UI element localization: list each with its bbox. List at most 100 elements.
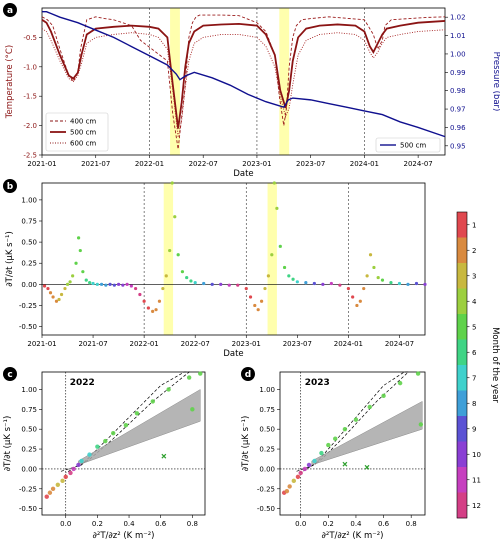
data-point: [88, 281, 92, 285]
uncertainty-band: [311, 400, 423, 466]
x-tick-label: 2022-07: [189, 160, 218, 168]
y-tick-label: -0.5: [23, 34, 37, 42]
x-tick-label: 0.6: [378, 520, 390, 528]
data-point: [284, 488, 290, 494]
x-tick-label: 2021-07: [81, 160, 110, 168]
data-point: [60, 478, 65, 484]
data-point: [71, 274, 75, 278]
y-tick-label: -0.25: [19, 302, 37, 310]
x-tick-label: 0.6: [155, 520, 167, 528]
data-point: [329, 281, 333, 286]
data-point: [418, 422, 424, 427]
data-point: [79, 458, 84, 464]
data-point: [236, 283, 240, 287]
legend-label: 400 cm: [70, 118, 96, 126]
x-tick-label: 2023-01: [242, 160, 271, 168]
panel-title: 2023: [305, 378, 330, 388]
x-tick-label: 2024-07: [385, 340, 414, 348]
colorbar-tick-label: 10: [472, 451, 481, 459]
y-tick-label: 1.00: [21, 386, 37, 394]
data-point: [362, 286, 366, 291]
data-point: [389, 281, 393, 285]
data-point: [380, 278, 385, 282]
data-point: [227, 283, 231, 287]
x-tick-label: 2021-01: [27, 340, 56, 348]
data-point: [186, 375, 192, 380]
data-point: [248, 295, 253, 299]
x-tick-label: 0.2: [92, 520, 103, 528]
y-tick-label: 1.00: [21, 196, 37, 204]
data-point: [121, 283, 125, 287]
y-axis-label: ∂T/∂t (µK s⁻¹): [3, 416, 13, 472]
data-point: [63, 286, 67, 291]
panel-label-badge: [3, 3, 17, 17]
y-tick-label: 0.75: [259, 406, 275, 414]
data-point: [146, 306, 150, 310]
data-point: [51, 295, 55, 299]
plot-frame: [41, 182, 426, 336]
highlight-band: [279, 8, 290, 155]
data-point: [134, 411, 140, 416]
data-point: [157, 299, 162, 303]
data-point: [99, 282, 104, 286]
data-point: [365, 274, 369, 278]
y-tick-label: -0.50: [19, 505, 37, 513]
panel-label: d: [245, 370, 251, 380]
legend-box: [45, 112, 109, 152]
data-point: [272, 181, 276, 185]
data-point: [76, 462, 81, 468]
x-tick-label: 0.4: [123, 520, 135, 528]
y-axis-label: ∂T/∂t (µK s⁻¹): [241, 416, 251, 472]
data-point: [321, 282, 325, 286]
data-point: [50, 486, 56, 491]
data-point: [282, 265, 287, 270]
series-line: [42, 10, 446, 138]
data-point: [415, 371, 421, 376]
data-point: [259, 299, 264, 303]
data-point: [287, 274, 291, 278]
data-point: [123, 423, 129, 428]
data-point: [134, 286, 138, 291]
x-tick-label: 2023-01: [232, 340, 261, 348]
x-tick-label: 2024-01: [350, 160, 379, 168]
data-point: [278, 244, 282, 248]
data-point: [91, 281, 95, 286]
y2-tick-label: 0.98: [450, 87, 466, 95]
data-point: [95, 444, 100, 449]
data-point: [266, 274, 270, 278]
panel-c: 0.0 0.2 0.4 0.6 0.8 ∂²T/∂z² (K m⁻²) -0.50 -0.25…: [3, 367, 206, 541]
colorbar-cell: [457, 441, 467, 468]
colorbar-tick-label: 5: [472, 323, 476, 331]
legend-label: 500 cm: [400, 142, 426, 150]
cross-marker: [342, 461, 348, 467]
data-point: [42, 284, 47, 288]
data-point: [84, 278, 88, 282]
series-line: [41, 14, 446, 150]
colorbar-cell: [457, 263, 467, 289]
data-point: [54, 299, 59, 303]
y-tick-label: 0.25: [21, 260, 37, 268]
data-point: [423, 282, 427, 286]
cross-marker: [364, 464, 370, 470]
x-axis-label: Date: [233, 169, 253, 179]
data-point: [138, 292, 142, 297]
series-line: [41, 28, 446, 138]
colorbar-cell: [457, 314, 467, 340]
data-point: [193, 281, 197, 285]
data-point: [346, 286, 350, 291]
x-tick-label: 0.8: [187, 520, 198, 528]
colorbar-cell: [457, 467, 467, 493]
y-tick-label: -0.25: [19, 485, 37, 493]
data-point: [180, 270, 185, 274]
data-point: [397, 380, 403, 386]
data-point: [68, 280, 72, 284]
data-point: [74, 261, 78, 265]
plot-frame: [41, 7, 446, 156]
data-point: [338, 283, 342, 287]
colorbar-cell: [457, 492, 467, 519]
x-tick-label: 2022-01: [135, 160, 164, 168]
y-tick-label: -0.25: [257, 485, 275, 493]
data-point: [71, 466, 76, 472]
y2-tick-label: 0.96: [450, 124, 466, 132]
data-point: [55, 482, 61, 488]
